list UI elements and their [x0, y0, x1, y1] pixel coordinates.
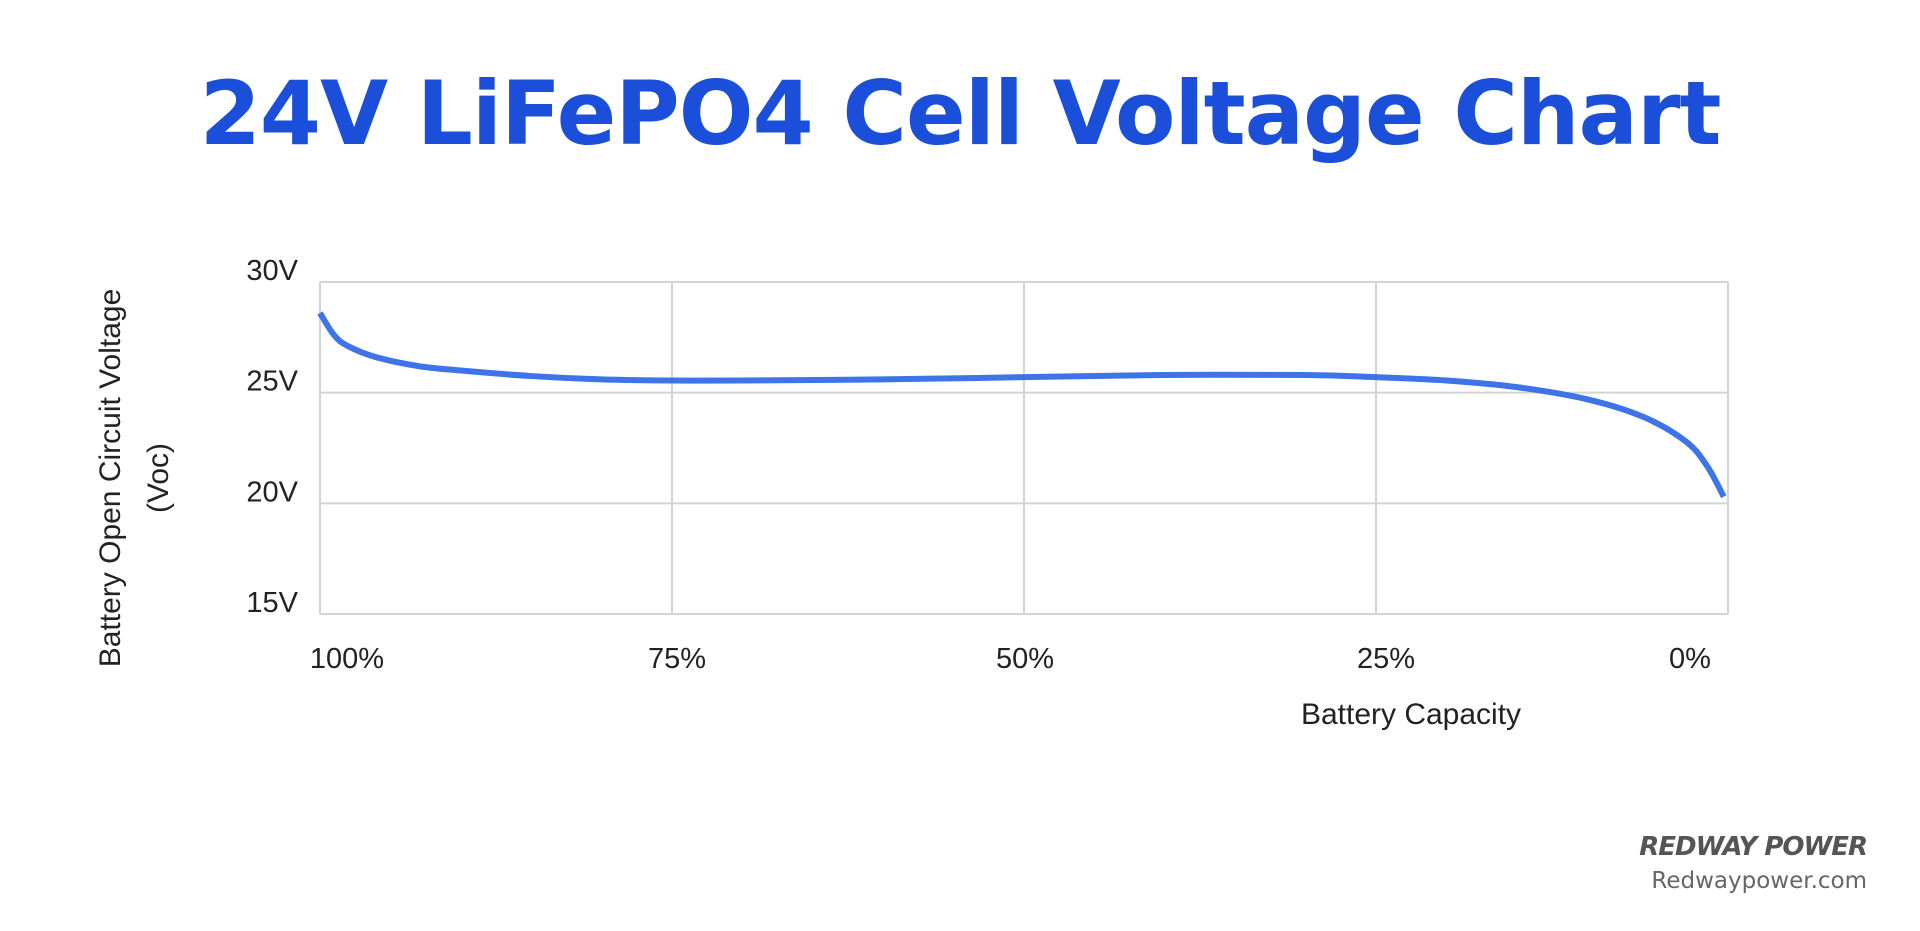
y-axis-label-line1: Battery Open Circuit Voltage [94, 289, 127, 668]
voltage-line [317, 311, 1727, 499]
y-tick-label: 15V [246, 587, 298, 619]
x-axis-label: Battery Capacity [1301, 698, 1521, 731]
x-tick-label: 50% [996, 643, 1054, 675]
x-tick-label: 25% [1357, 643, 1415, 675]
x-ticks: 100% 75% 50% 25% 0% [310, 643, 1711, 675]
y-axis-label-line2: (Voc) [142, 443, 175, 513]
chart-title: 24V LiFePO4 Cell Voltage Chart [199, 62, 1722, 165]
brand-logo: REDWAY POWER [1639, 832, 1868, 862]
grid [319, 281, 1729, 615]
x-tick-label: 75% [648, 643, 706, 675]
x-tick-label: 100% [310, 643, 384, 675]
y-ticks: 30V 25V 20V 15V [246, 255, 298, 619]
y-tick-label: 25V [246, 366, 298, 398]
brand-website: Redwaypower.com [1651, 868, 1867, 894]
x-tick-label: 0% [1669, 643, 1711, 675]
y-tick-label: 20V [246, 476, 298, 508]
y-tick-label: 30V [246, 255, 298, 287]
